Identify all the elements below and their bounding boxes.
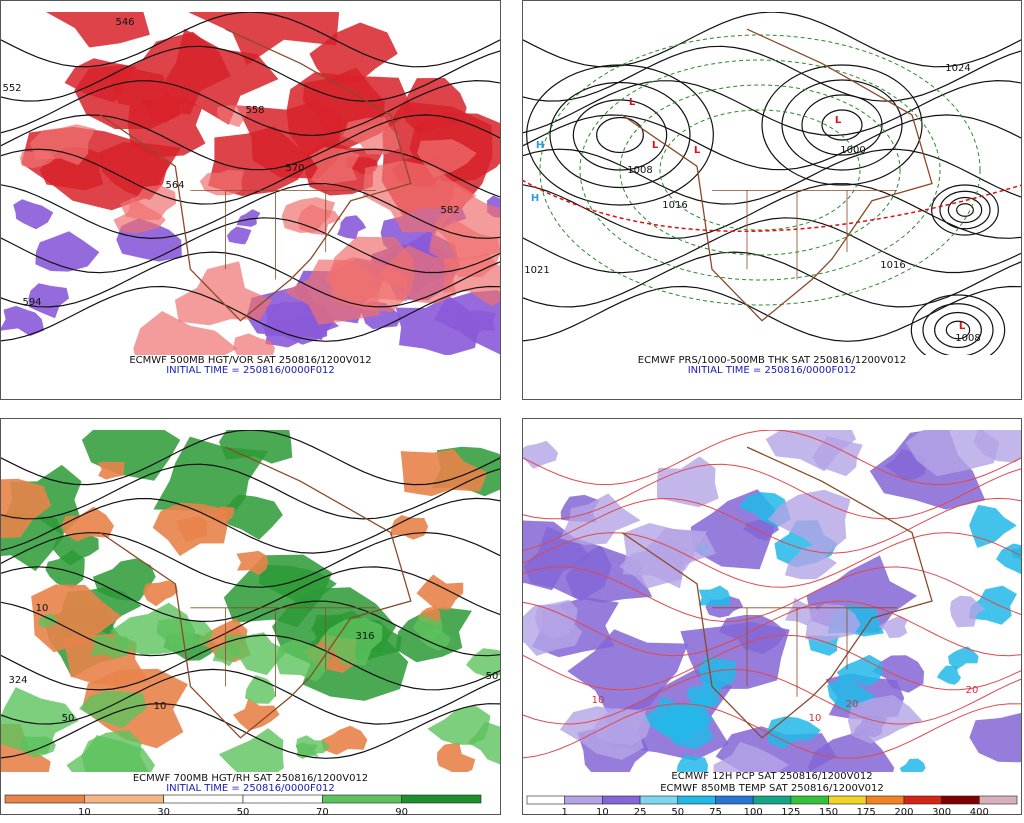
contour-label: 50 <box>486 671 499 682</box>
contour-label: 10 <box>154 701 167 712</box>
colorbar-segment <box>164 795 243 803</box>
colorbar-label: 90 <box>395 807 408 818</box>
colorbar-label: 10 <box>78 807 91 818</box>
colorbar-label: 75 <box>709 807 722 818</box>
contour-label: 1016 <box>662 200 687 211</box>
caption: INITIAL TIME = 250816/0000F012 <box>166 365 335 376</box>
colorbar-label: 125 <box>781 807 800 818</box>
contour-label: 10 <box>809 713 822 724</box>
caption: INITIAL TIME = 250816/0000F012 <box>688 365 857 376</box>
colorbar-segment <box>715 796 753 804</box>
colorbar-label: 100 <box>744 807 763 818</box>
pressure-center: L <box>652 140 659 151</box>
shaded-field <box>310 147 360 186</box>
contour-label: 10 <box>592 695 605 706</box>
contour-label: 1008 <box>627 165 652 176</box>
caption: ECMWF 850MB TEMP SAT 250816/1200V012 <box>660 783 884 794</box>
colorbar-segment <box>678 796 716 804</box>
colorbar-segment <box>904 796 942 804</box>
colorbar-label: 400 <box>970 807 989 818</box>
colorbar-label: 175 <box>857 807 876 818</box>
contour-label: 594 <box>22 297 41 308</box>
colorbar-label: 50 <box>671 807 684 818</box>
colorbar-label: 50 <box>237 807 250 818</box>
pressure-center: L <box>629 97 636 108</box>
colorbar-label: 10 <box>596 807 609 818</box>
colorbar-label: 70 <box>316 807 329 818</box>
contour-label: 20 <box>966 685 979 696</box>
colorbar-segment <box>243 795 322 803</box>
contour-label: 564 <box>165 180 184 191</box>
contour-label: 316 <box>355 631 374 642</box>
colorbar-segment <box>979 796 1017 804</box>
panel-frame <box>523 1 1022 400</box>
contour-label: 1024 <box>945 63 970 74</box>
colorbar-label: 150 <box>819 807 838 818</box>
caption: ECMWF 12H PCP SAT 250816/1200V012 <box>671 771 872 782</box>
colorbar-segment <box>527 796 565 804</box>
colorbar-segment <box>565 796 603 804</box>
colorbar-label: 30 <box>157 807 170 818</box>
colorbar-label: 25 <box>634 807 647 818</box>
colorbar-segment <box>84 795 163 803</box>
contour-label: 324 <box>8 675 27 686</box>
contour-label: 582 <box>440 205 459 216</box>
colorbar-segment <box>602 796 640 804</box>
colorbar-segment <box>753 796 791 804</box>
map-panel: 10 20 20 10 ECMWF 12H PCP SAT 250816/1200V01… <box>477 406 1024 819</box>
colorbar-label: 200 <box>894 807 913 818</box>
contour-label: 570 <box>285 163 304 174</box>
contour-label: 552 <box>2 83 21 94</box>
contour-label: 1016 <box>880 260 905 271</box>
contour-label: 546 <box>115 17 134 28</box>
colorbar-segment <box>640 796 678 804</box>
contour-label: 20 <box>846 699 859 710</box>
contour-label: 10 <box>36 603 49 614</box>
contour-label: 50 <box>62 713 75 724</box>
contour-label: 1008 <box>955 333 980 344</box>
colorbar-segment <box>322 795 401 803</box>
contour-label: 1021 <box>524 265 549 276</box>
caption: INITIAL TIME = 250816/0000F012 <box>166 783 335 794</box>
contour-label: 558 <box>245 105 264 116</box>
pressure-center: H <box>531 193 539 204</box>
colorbar-segment <box>5 795 84 803</box>
colorbar-segment <box>402 795 481 803</box>
colorbar-segment <box>866 796 904 804</box>
pressure-center: L <box>694 145 701 156</box>
colorbar-segment <box>829 796 867 804</box>
pressure-center: L <box>835 115 842 126</box>
pressure-center: L <box>959 321 966 332</box>
colorbar-segment <box>942 796 980 804</box>
pressure-center: H <box>536 140 544 151</box>
contour-label: 1000 <box>840 145 865 156</box>
colorbar-segment <box>791 796 829 804</box>
colorbar-label: 1 <box>562 807 568 818</box>
colorbar-label: 300 <box>932 807 951 818</box>
